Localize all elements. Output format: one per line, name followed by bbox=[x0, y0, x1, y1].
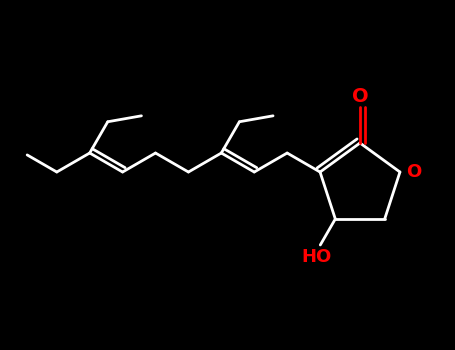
Text: O: O bbox=[406, 163, 422, 181]
Text: O: O bbox=[352, 88, 368, 106]
Text: HO: HO bbox=[301, 248, 331, 266]
